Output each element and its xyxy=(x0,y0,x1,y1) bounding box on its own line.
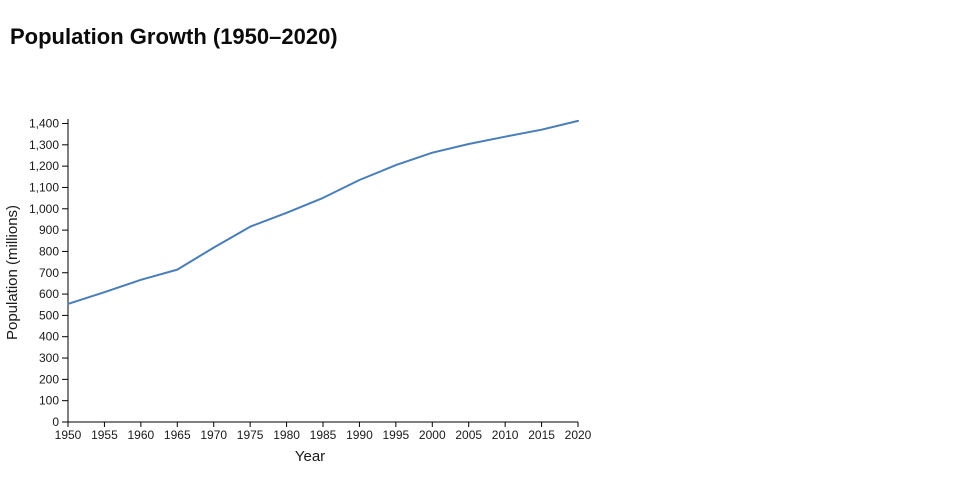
y-tick-label: 1,300 xyxy=(29,138,59,152)
x-tick-label: 1965 xyxy=(164,428,191,442)
x-tick-label: 1985 xyxy=(310,428,337,442)
x-tick-label: 1950 xyxy=(55,428,82,442)
x-tick-label: 1990 xyxy=(346,428,373,442)
y-tick-label: 1,100 xyxy=(29,180,59,194)
y-tick-label: 800 xyxy=(39,244,59,258)
y-axis-title: Population (millions) xyxy=(4,205,21,340)
x-tick-label: 2000 xyxy=(419,428,446,442)
chart-title: Population Growth (1950–2020) xyxy=(10,24,338,49)
x-tick-label: 2015 xyxy=(528,428,555,442)
y-tick-label: 900 xyxy=(39,223,59,237)
y-tick-label: 300 xyxy=(39,351,59,365)
y-tick-label: 500 xyxy=(39,308,59,322)
y-tick-label: 600 xyxy=(39,287,59,301)
x-tick-label: 1970 xyxy=(200,428,227,442)
axis-domain xyxy=(67,119,578,423)
y-tick-label: 1,000 xyxy=(29,202,59,216)
x-tick-label: 1980 xyxy=(273,428,300,442)
x-tick-label: 2005 xyxy=(455,428,482,442)
y-tick-label: 200 xyxy=(39,372,59,386)
x-tick-label: 1955 xyxy=(91,428,118,442)
y-tick-label: 100 xyxy=(39,394,59,408)
x-axis-title: Year xyxy=(295,448,325,465)
y-tick-label: 1,200 xyxy=(29,159,59,173)
x-tick-label: 1975 xyxy=(237,428,264,442)
population-line xyxy=(67,119,579,305)
series-layer xyxy=(67,119,579,305)
x-tick-label: 2020 xyxy=(565,428,592,442)
y-tick-label: 400 xyxy=(39,330,59,344)
y-tick-label: 1,400 xyxy=(29,117,59,131)
y-tick-label: 0 xyxy=(52,415,59,429)
x-tick-label: 1960 xyxy=(128,428,155,442)
y-tick-label: 700 xyxy=(39,266,59,280)
axes-layer: 0 100 200 300 400 500 600 700 800 900 1,000 1,100 1,… xyxy=(29,117,592,443)
x-tick-label: 2010 xyxy=(492,428,519,442)
x-tick-label: 1995 xyxy=(383,428,410,442)
